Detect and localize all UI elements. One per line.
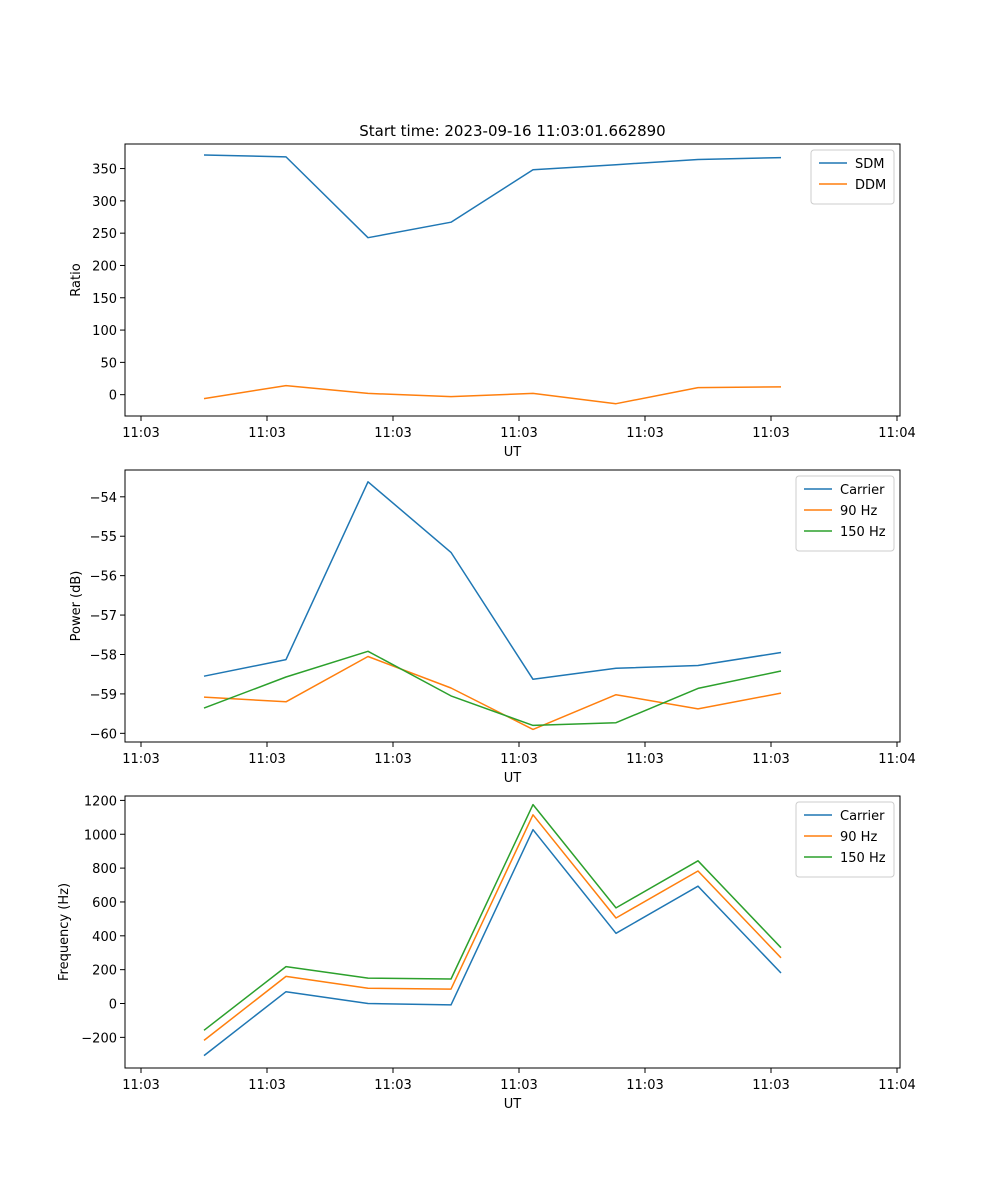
y-tick-label: 0 — [109, 389, 117, 404]
x-tick-label: 11:03 — [248, 426, 285, 441]
chart-panel-3: 11:03 11:03 11:03 11:03 11:03 11:03 11:04 −200 0… — [57, 794, 916, 1112]
x-tick-label: 11:03 — [500, 426, 537, 441]
x-tick-label: 11:03 — [122, 426, 159, 441]
legend-label: DDM — [855, 178, 886, 193]
y-tick-label: 1200 — [84, 794, 117, 809]
x-tick-label: 11:03 — [752, 1078, 789, 1093]
y-axis-label: Ratio — [69, 263, 84, 296]
legend-label: 90 Hz — [840, 830, 877, 845]
x-tick-label: 11:03 — [248, 1078, 285, 1093]
series-line-150-hz — [203, 650, 782, 727]
legend-box — [795, 801, 895, 878]
x-tick-label: 11:03 — [626, 1078, 663, 1093]
y-tick-label: 250 — [92, 227, 117, 242]
series-line-carrier — [203, 481, 782, 681]
legend: Carrier 90 Hz 150 Hz — [795, 801, 895, 878]
series-line-90-hz — [203, 655, 782, 731]
y-axis-label: Frequency (Hz) — [57, 883, 72, 981]
y-tick-label: −55 — [90, 530, 117, 545]
x-tick-label: 11:03 — [248, 752, 285, 767]
x-tick-label: 11:03 — [500, 1078, 537, 1093]
x-tick-label: 11:03 — [752, 752, 789, 767]
x-tick-label: 11:04 — [878, 752, 915, 767]
chart-panel-2: 11:03 11:03 11:03 11:03 11:03 11:03 11:04 −60 −5… — [69, 469, 916, 786]
y-tick-label: 50 — [100, 356, 117, 371]
legend-label: 150 Hz — [840, 851, 886, 866]
y-tick-label: −57 — [90, 609, 117, 624]
plot-frame — [124, 795, 901, 1069]
y-tick-label: 400 — [92, 930, 117, 945]
x-axis-label: UT — [504, 771, 522, 786]
legend: Carrier 90 Hz 150 Hz — [795, 475, 895, 552]
x-tick-label: 11:04 — [878, 426, 915, 441]
series-line-150-hz — [203, 803, 782, 1031]
series-line-sdm — [203, 154, 782, 239]
chart-panel-1: 11:03 11:03 11:03 11:03 11:03 11:03 11:04 0 50 10… — [69, 143, 916, 460]
x-tick-label: 11:03 — [122, 1078, 159, 1093]
legend: SDM DDM — [810, 149, 895, 205]
y-tick-label: 200 — [92, 964, 117, 979]
y-tick-label: 0 — [109, 998, 117, 1013]
y-axis-label: Power (dB) — [69, 571, 84, 642]
x-tick-label: 11:03 — [374, 752, 411, 767]
y-tick-label: 200 — [92, 259, 117, 274]
y-tick-label: −200 — [81, 1031, 117, 1046]
series-line-carrier — [203, 828, 782, 1057]
y-tick-label: 350 — [92, 163, 117, 178]
legend-label: SDM — [855, 157, 884, 172]
legend-label: 90 Hz — [840, 504, 877, 519]
y-tick-label: −54 — [90, 491, 117, 506]
x-tick-label: 11:03 — [752, 426, 789, 441]
y-tick-label: 300 — [92, 195, 117, 210]
y-tick-label: −58 — [90, 648, 117, 663]
x-axis-label: UT — [504, 445, 522, 460]
x-tick-label: 11:03 — [500, 752, 537, 767]
legend-label: Carrier — [840, 809, 885, 824]
x-tick-label: 11:03 — [626, 426, 663, 441]
plot-frame — [124, 143, 901, 417]
x-tick-label: 11:03 — [374, 426, 411, 441]
legend-label: Carrier — [840, 483, 885, 498]
plot-frame — [124, 469, 901, 743]
y-tick-label: −60 — [90, 727, 117, 742]
legend-label: 150 Hz — [840, 525, 886, 540]
y-tick-label: −56 — [90, 570, 117, 585]
figure-title: Start time: 2023-09-16 11:03:01.662890 — [359, 122, 665, 140]
series-line-ddm — [203, 384, 782, 405]
x-tick-label: 11:04 — [878, 1078, 915, 1093]
y-tick-label: 800 — [92, 862, 117, 877]
y-tick-label: 600 — [92, 896, 117, 911]
y-tick-label: −59 — [90, 688, 117, 703]
series-line-90-hz — [203, 814, 782, 1041]
y-tick-label: 150 — [92, 292, 117, 307]
x-tick-label: 11:03 — [122, 752, 159, 767]
legend-box — [795, 475, 895, 552]
x-tick-label: 11:03 — [626, 752, 663, 767]
y-tick-label: 100 — [92, 324, 117, 339]
x-tick-label: 11:03 — [374, 1078, 411, 1093]
y-tick-label: 1000 — [84, 828, 117, 843]
x-axis-label: UT — [504, 1097, 522, 1112]
